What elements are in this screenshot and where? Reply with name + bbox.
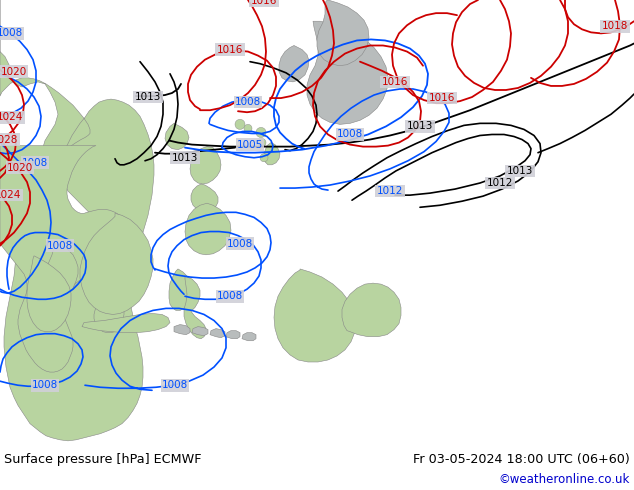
Text: 1008: 1008 bbox=[0, 28, 23, 38]
Circle shape bbox=[258, 139, 266, 147]
Polygon shape bbox=[0, 146, 134, 372]
Text: 1008: 1008 bbox=[162, 380, 188, 390]
Text: 1020: 1020 bbox=[1, 67, 27, 77]
Text: 1024: 1024 bbox=[0, 190, 21, 200]
Polygon shape bbox=[185, 203, 231, 255]
Polygon shape bbox=[307, 21, 388, 124]
Polygon shape bbox=[317, 0, 369, 66]
Text: 1008: 1008 bbox=[32, 380, 58, 390]
Text: 1016: 1016 bbox=[251, 0, 277, 6]
Polygon shape bbox=[210, 329, 225, 338]
Text: 1013: 1013 bbox=[135, 92, 161, 102]
Text: 1008: 1008 bbox=[22, 158, 48, 168]
Polygon shape bbox=[192, 327, 208, 336]
Polygon shape bbox=[174, 324, 190, 335]
Polygon shape bbox=[242, 333, 256, 341]
Polygon shape bbox=[190, 147, 221, 184]
Text: 1028: 1028 bbox=[0, 135, 18, 145]
Text: 1013: 1013 bbox=[407, 122, 433, 131]
Polygon shape bbox=[0, 0, 154, 441]
Polygon shape bbox=[279, 46, 309, 82]
Polygon shape bbox=[264, 143, 280, 165]
Circle shape bbox=[260, 154, 268, 162]
Circle shape bbox=[256, 127, 266, 138]
Polygon shape bbox=[184, 276, 206, 339]
Polygon shape bbox=[191, 184, 218, 211]
Polygon shape bbox=[80, 213, 153, 315]
Polygon shape bbox=[82, 314, 170, 333]
Text: Fr 03-05-2024 18:00 UTC (06+60): Fr 03-05-2024 18:00 UTC (06+60) bbox=[413, 453, 630, 466]
Circle shape bbox=[235, 119, 245, 129]
Text: 1008: 1008 bbox=[47, 241, 73, 251]
Text: Surface pressure [hPa] ECMWF: Surface pressure [hPa] ECMWF bbox=[4, 453, 202, 466]
Text: 1012: 1012 bbox=[487, 178, 513, 188]
Text: 1016: 1016 bbox=[429, 93, 455, 103]
Text: 1013: 1013 bbox=[507, 166, 533, 176]
Text: 1008: 1008 bbox=[337, 129, 363, 140]
Polygon shape bbox=[337, 70, 360, 98]
Text: 1024: 1024 bbox=[0, 112, 23, 122]
Polygon shape bbox=[274, 269, 356, 362]
Polygon shape bbox=[27, 256, 71, 332]
Text: 1018: 1018 bbox=[602, 21, 628, 31]
Text: 1008: 1008 bbox=[217, 291, 243, 301]
Polygon shape bbox=[342, 283, 401, 337]
Text: 1005: 1005 bbox=[237, 140, 263, 149]
Polygon shape bbox=[318, 74, 344, 102]
Polygon shape bbox=[226, 331, 240, 339]
Text: 1008: 1008 bbox=[235, 97, 261, 107]
Text: 1016: 1016 bbox=[382, 77, 408, 87]
Circle shape bbox=[244, 124, 252, 132]
Polygon shape bbox=[169, 269, 192, 310]
Text: 1012: 1012 bbox=[377, 186, 403, 196]
Text: 1016: 1016 bbox=[217, 45, 243, 54]
Text: 1013: 1013 bbox=[172, 153, 198, 163]
Polygon shape bbox=[165, 123, 189, 149]
Polygon shape bbox=[43, 244, 78, 306]
Text: ©weatheronline.co.uk: ©weatheronline.co.uk bbox=[498, 473, 630, 487]
Text: 1020: 1020 bbox=[7, 163, 33, 173]
Text: 1008: 1008 bbox=[227, 239, 253, 249]
